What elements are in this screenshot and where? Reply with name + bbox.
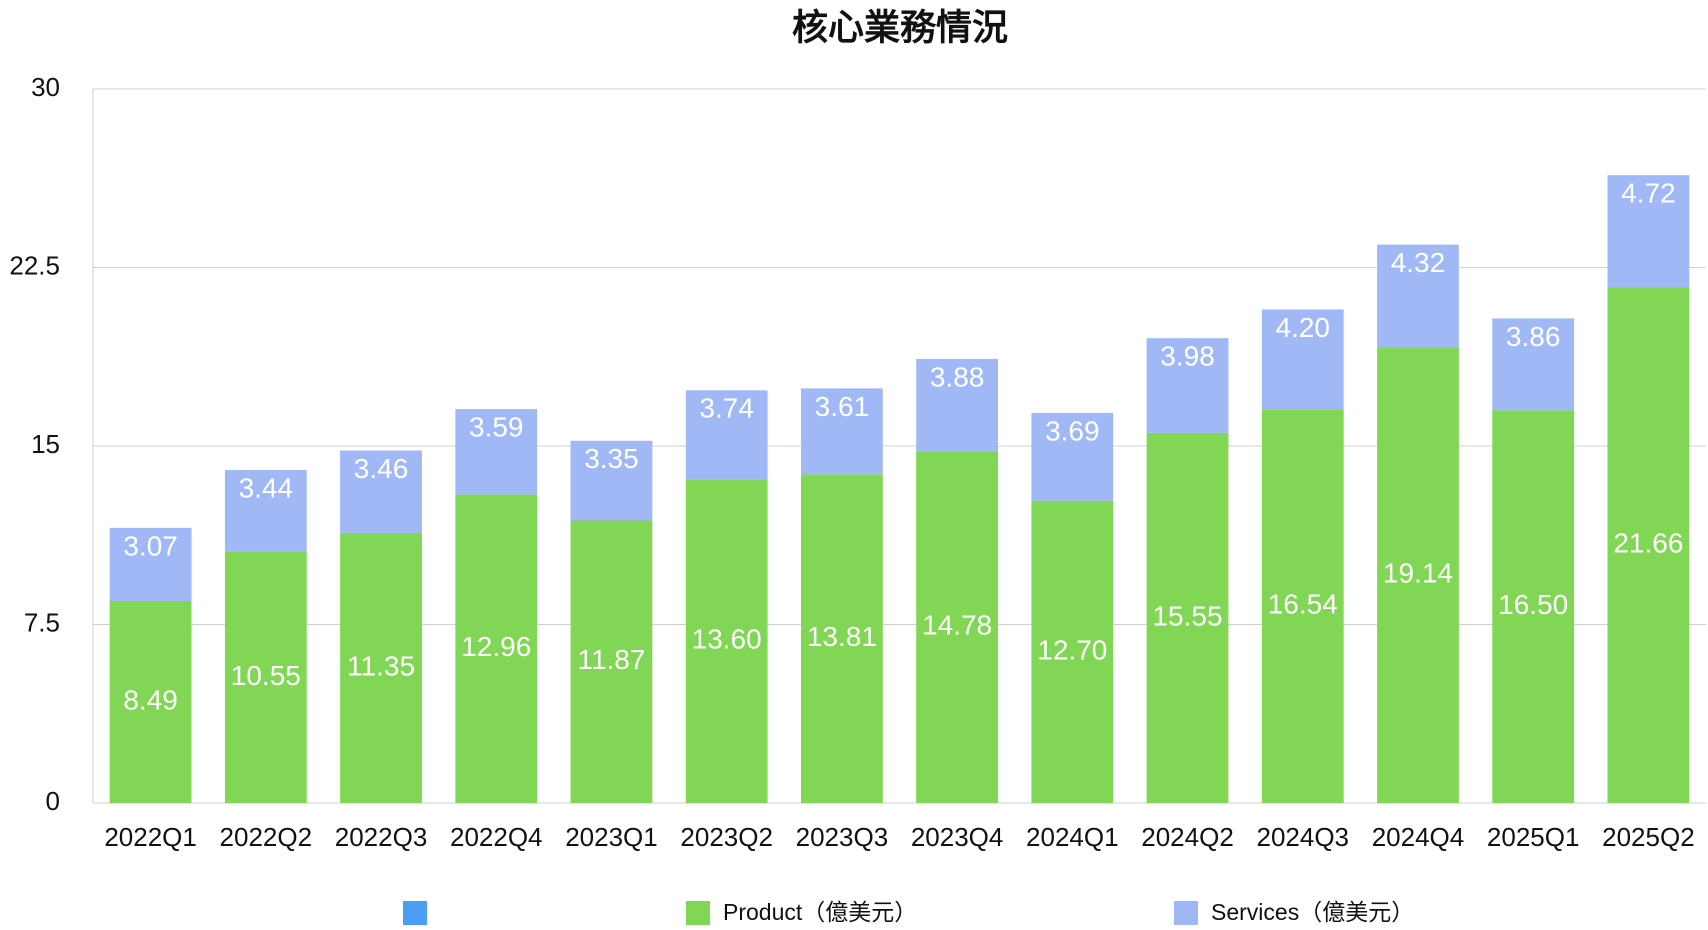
bar-segment: [1146, 338, 1229, 433]
bar-segment: [916, 358, 999, 452]
data-label: 4.72: [1621, 178, 1676, 209]
data-label: 3.59: [469, 412, 524, 443]
bar-segment: [1492, 318, 1575, 411]
data-label: 13.60: [692, 624, 762, 655]
x-tick-label: 2024Q2: [1141, 822, 1234, 852]
x-tick-label: 2024Q1: [1026, 822, 1119, 852]
data-label: 3.86: [1506, 321, 1561, 352]
legend-swatch: [1174, 901, 1198, 925]
bar-segment: [109, 527, 192, 601]
data-label: 3.74: [699, 393, 754, 424]
legend-swatch: [403, 901, 427, 925]
x-tick-label: 2022Q3: [335, 822, 428, 852]
data-label: 16.50: [1498, 589, 1568, 620]
x-tick-label: 2023Q2: [680, 822, 773, 852]
bar-segment: [800, 474, 883, 803]
bar-segment: [685, 390, 768, 480]
chart-title: 核心業務情況: [792, 7, 1008, 48]
bar-segment: [1031, 412, 1114, 501]
data-label: 11.35: [347, 650, 415, 681]
data-label: 3.61: [815, 391, 870, 422]
bar-segment: [1607, 287, 1690, 803]
bar-segment: [224, 551, 307, 803]
x-tick-label: 2023Q4: [911, 822, 1004, 852]
data-label: 13.81: [807, 621, 877, 652]
bar-segment: [1377, 347, 1459, 803]
x-tick-label: 2023Q3: [796, 822, 889, 852]
x-tick-label: 2022Q1: [104, 822, 197, 852]
x-tick-label: 2022Q2: [220, 822, 313, 852]
bar-segment: [570, 520, 653, 803]
data-label: 14.78: [922, 610, 992, 641]
data-label: 3.88: [930, 361, 985, 392]
data-label: 3.35: [584, 443, 639, 474]
y-tick-label: 7.5: [24, 607, 60, 637]
data-label: 16.54: [1268, 589, 1338, 620]
bar-segment: [1146, 432, 1229, 803]
x-tick-label: 2022Q4: [450, 822, 543, 852]
data-label: 4.20: [1276, 312, 1331, 343]
x-tick-label: 2025Q1: [1487, 822, 1580, 852]
bar-segment: [109, 600, 192, 803]
bar-segment: [1607, 175, 1690, 288]
bar-segment: [340, 450, 422, 533]
legend-label: Product（億美元）: [723, 899, 917, 925]
data-label: 3.44: [239, 472, 294, 503]
bar-segment: [224, 470, 307, 552]
legend-label: Services（億美元）: [1211, 899, 1414, 925]
bar-segment: [1261, 409, 1344, 803]
data-label: 10.55: [231, 660, 301, 691]
bar-segment: [1377, 244, 1459, 348]
data-label: 3.98: [1160, 341, 1215, 372]
bar-segment: [570, 440, 653, 521]
data-label: 19.14: [1383, 558, 1453, 589]
bar-segment: [455, 409, 538, 495]
bar-segment: [340, 532, 422, 803]
data-label: 4.32: [1391, 247, 1446, 278]
data-label: 21.66: [1613, 528, 1683, 559]
data-label: 15.55: [1152, 600, 1222, 631]
data-label: 11.87: [577, 644, 645, 675]
y-tick-label: 0: [46, 786, 60, 816]
data-label: 3.69: [1045, 415, 1100, 446]
bar-segment: [1261, 309, 1344, 410]
bar-segment: [1492, 410, 1575, 803]
legend-swatch: [686, 901, 710, 925]
x-tick-label: 2024Q4: [1372, 822, 1465, 852]
y-tick-label: 22.5: [9, 250, 60, 280]
y-tick-label: 15: [31, 429, 60, 459]
bar-segment: [800, 388, 883, 475]
y-tick-label: 30: [31, 72, 60, 102]
data-label: 8.49: [123, 684, 178, 715]
x-tick-label: 2025Q2: [1602, 822, 1695, 852]
bar-segment: [455, 494, 538, 803]
bar-segment: [685, 479, 768, 803]
x-tick-label: 2024Q3: [1256, 822, 1349, 852]
bar-segment: [916, 451, 999, 803]
x-tick-label: 2023Q1: [565, 822, 658, 852]
data-label: 12.70: [1037, 634, 1107, 665]
data-label: 12.96: [461, 631, 531, 662]
bar-segment: [1031, 500, 1114, 803]
data-label: 3.46: [354, 453, 409, 484]
data-label: 3.07: [123, 530, 178, 561]
